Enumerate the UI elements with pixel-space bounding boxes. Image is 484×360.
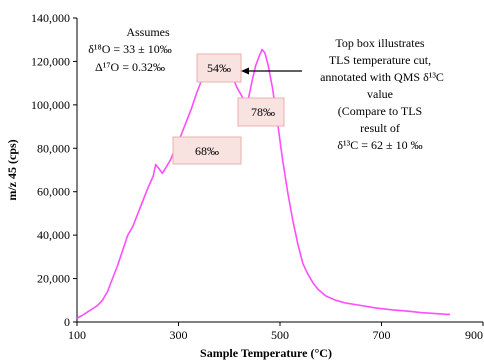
assumes-line-2: δ¹⁸O = 33 ± 10‰ <box>88 42 171 56</box>
x-tick-label: 500 <box>271 328 289 342</box>
assumes-line-1: Assumes <box>126 25 170 39</box>
note-line-4: value <box>367 87 393 101</box>
y-axis-title: m/z 45 (cps) <box>5 139 19 200</box>
annotation-box-68-text: 68‰ <box>195 144 219 158</box>
y-axis-ticks: 0 20,000 40,000 60,000 80,000 100,000 120,000 1… <box>31 11 77 329</box>
annotation-box-54 <box>196 53 242 83</box>
annotation-box-78-text: 78‰ <box>251 105 275 119</box>
y-tick-label: 20,000 <box>37 272 70 286</box>
y-tick-label: 0 <box>64 315 70 329</box>
x-tick-label: 100 <box>68 328 86 342</box>
note-line-5: (Compare to TLS <box>338 104 422 118</box>
x-tick-label: 900 <box>465 328 483 342</box>
x-axis-ticks: 100 300 500 700 900 <box>68 322 484 342</box>
note-line-3: annotated with QMS δ¹³C <box>320 70 444 84</box>
y-tick-label: 60,000 <box>37 185 70 199</box>
x-tick-label: 300 <box>170 328 188 342</box>
assumes-line-3: Δ¹⁷O = 0.32‰ <box>95 60 165 74</box>
note-line-2: TLS temperature cut, <box>329 53 431 67</box>
x-axis-title: Sample Temperature (°C) <box>200 346 332 360</box>
note-line-1: Top box illustrates <box>335 36 424 50</box>
annotation-box-68 <box>172 136 242 165</box>
note-line-6: result of <box>360 121 400 135</box>
annotation-arrowhead <box>241 67 249 75</box>
y-tick-label: 40,000 <box>37 228 70 242</box>
y-tick-label: 120,000 <box>31 54 70 68</box>
note-line-7: δ¹³C = 62 ± 10 ‰ <box>337 138 422 152</box>
y-tick-label: 80,000 <box>37 141 70 155</box>
x-tick-label: 700 <box>373 328 391 342</box>
annotation-box-78 <box>237 97 285 127</box>
y-tick-label: 140,000 <box>31 11 70 25</box>
y-tick-label: 100,000 <box>31 98 70 112</box>
annotation-box-54-text: 54‰ <box>207 61 231 75</box>
series-line <box>76 48 451 319</box>
